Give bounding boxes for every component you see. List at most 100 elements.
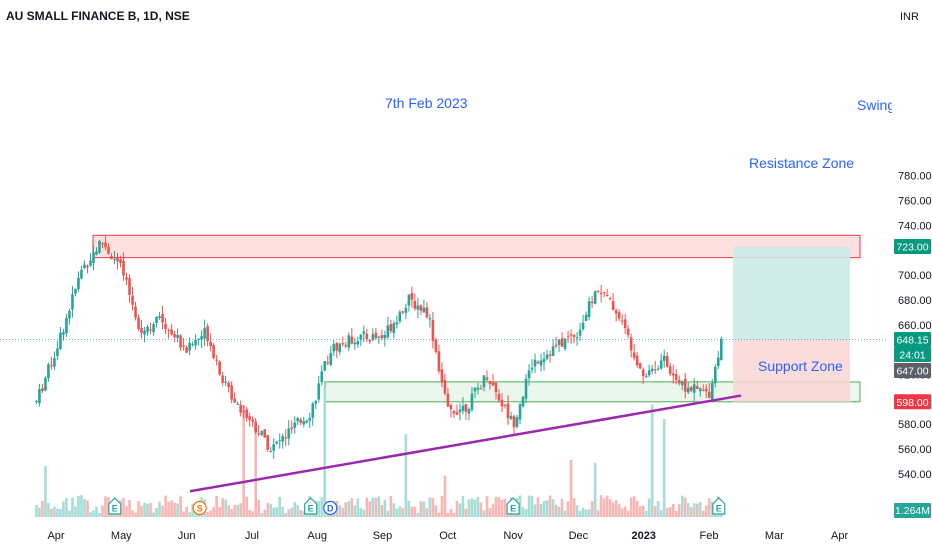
candle-body xyxy=(305,420,309,423)
volume-bar xyxy=(494,496,498,517)
volume-bar xyxy=(176,503,179,517)
candle-body xyxy=(386,325,390,338)
candle-body xyxy=(632,352,636,358)
candle-body xyxy=(692,384,696,393)
candle-body xyxy=(206,326,209,342)
volume-bar xyxy=(461,495,465,517)
candle-body xyxy=(434,339,438,352)
candle-body xyxy=(440,369,444,383)
volume-bar xyxy=(158,501,161,517)
volume-bar xyxy=(584,509,588,517)
candle-body xyxy=(134,306,137,318)
volume-bar xyxy=(68,510,71,517)
candle-body xyxy=(599,293,603,295)
volume-bar xyxy=(518,495,522,517)
candle-body xyxy=(674,374,678,381)
candle-body xyxy=(242,411,245,413)
candle-body xyxy=(389,323,393,332)
volume-bar xyxy=(281,506,285,517)
volume-bar xyxy=(164,495,167,517)
candle-body xyxy=(239,404,242,413)
candle-body xyxy=(299,419,303,423)
volume-bar xyxy=(179,496,182,517)
volume-bar xyxy=(497,497,501,517)
candle-body xyxy=(530,367,534,370)
volume-bar xyxy=(215,496,218,517)
volume-bar xyxy=(182,511,185,517)
volume-bar xyxy=(587,509,591,517)
candle-body xyxy=(446,393,450,407)
volume-bar xyxy=(458,503,462,517)
price-badge xyxy=(894,346,931,362)
candle-body xyxy=(146,326,149,333)
volume-bar xyxy=(341,507,345,517)
volume-bar xyxy=(440,496,444,517)
volume-bar xyxy=(623,506,627,517)
candle-body xyxy=(293,422,297,428)
candle-body xyxy=(245,409,248,419)
volume-bar xyxy=(377,496,381,517)
candle-body xyxy=(542,358,546,363)
volume-bar xyxy=(617,504,621,517)
candle-body xyxy=(320,371,324,383)
candle-body xyxy=(203,328,206,339)
candle-body xyxy=(314,400,318,404)
volume-bar xyxy=(173,502,176,517)
volume-badge-label: 1.264M xyxy=(895,505,930,517)
candle-body xyxy=(56,348,59,356)
volume-bar xyxy=(83,498,86,517)
candle-body xyxy=(539,360,543,366)
volume-bar xyxy=(254,420,257,517)
candle-body xyxy=(587,301,591,318)
candle-body xyxy=(629,337,633,351)
volume-bar xyxy=(632,496,636,517)
volume-bar xyxy=(572,498,576,517)
volume-bar xyxy=(212,507,215,517)
candle-body xyxy=(659,360,663,369)
candle-body xyxy=(404,307,408,313)
time-axis: Apr May Jun Jul Aug Sep Oct Nov Dec 2023 Feb Mar Apr xyxy=(47,530,848,542)
volume-bar xyxy=(92,510,95,517)
price-tick-label: 580.00 xyxy=(898,419,932,431)
candle-body xyxy=(65,318,68,334)
candle-body xyxy=(695,386,699,389)
volume-bar xyxy=(683,497,687,517)
candle-body xyxy=(488,380,492,384)
candle-body xyxy=(230,385,233,400)
candle-body xyxy=(119,259,122,263)
volume-bar xyxy=(380,504,384,517)
candle-body xyxy=(455,412,459,415)
candle-body xyxy=(344,345,348,347)
candle-body xyxy=(257,433,260,435)
candle-body xyxy=(644,375,648,377)
volume-bar xyxy=(302,511,306,517)
candle-body xyxy=(572,334,576,338)
candle-body xyxy=(683,378,687,392)
candle-body xyxy=(716,357,720,367)
candle-body xyxy=(626,328,630,336)
volume-bar xyxy=(491,504,495,517)
dividend-event-icon xyxy=(323,500,338,516)
volume-bar xyxy=(644,510,648,517)
volume-bar xyxy=(566,501,570,517)
volume-bar xyxy=(581,507,585,517)
volume-bar xyxy=(434,505,438,517)
volume-bar xyxy=(398,506,402,517)
volume-bar xyxy=(410,506,414,517)
time-tick-label: Mar xyxy=(765,530,784,542)
candle-body xyxy=(407,294,411,306)
candle-body xyxy=(665,355,669,367)
volume-bar xyxy=(536,497,540,517)
volume-bar xyxy=(635,501,639,517)
volume-bar xyxy=(485,496,489,517)
volume-bar xyxy=(257,499,260,517)
candle-body xyxy=(413,301,417,309)
volume-bar xyxy=(500,499,504,517)
volume-bar xyxy=(263,509,266,517)
volume-bar xyxy=(665,508,669,517)
candle-body xyxy=(656,368,660,370)
candle-body xyxy=(296,417,300,422)
volume-bar xyxy=(437,512,441,517)
volume-bar xyxy=(248,509,251,517)
